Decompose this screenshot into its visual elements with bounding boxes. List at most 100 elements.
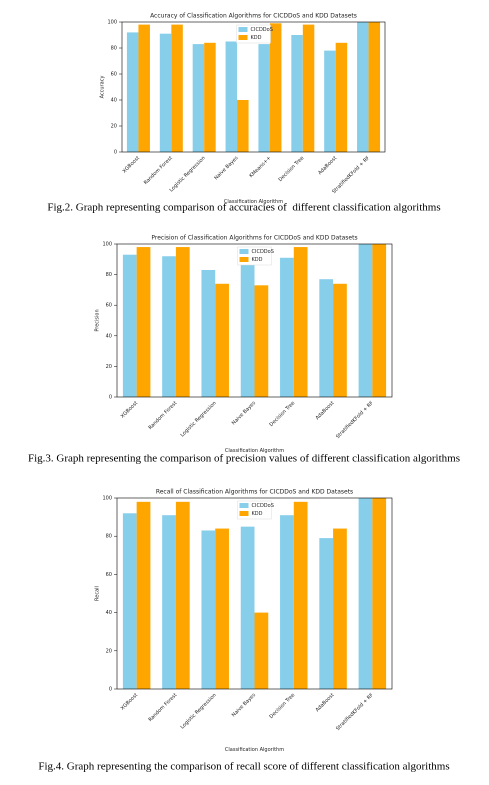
legend-swatch bbox=[238, 27, 248, 32]
bar bbox=[122, 254, 137, 397]
x-tick-label: Random Forest bbox=[143, 155, 174, 186]
x-tick-label: XGBoost bbox=[120, 692, 139, 711]
x-tick-label: Logistic Regression bbox=[180, 692, 218, 730]
y-tick-label: 0 bbox=[109, 687, 112, 693]
bar bbox=[240, 263, 255, 397]
bar bbox=[254, 612, 269, 689]
y-tick-label: 80 bbox=[111, 46, 117, 52]
x-tick-label: StratifiedKFold + RF bbox=[335, 692, 375, 732]
y-tick-label: 60 bbox=[106, 572, 112, 578]
bar bbox=[159, 33, 172, 153]
x-tick-label: Naive Bayes bbox=[213, 155, 239, 181]
bar bbox=[171, 24, 183, 153]
legend-label: KDD bbox=[252, 257, 263, 263]
bar bbox=[201, 530, 216, 689]
bar bbox=[162, 256, 176, 397]
bar bbox=[136, 501, 151, 689]
bar bbox=[269, 23, 282, 152]
y-tick-label: 60 bbox=[111, 72, 117, 78]
y-tick-label: 40 bbox=[111, 98, 117, 104]
y-tick-label: 0 bbox=[109, 395, 112, 401]
y-axis-label: Recall bbox=[95, 586, 101, 601]
bar bbox=[215, 283, 229, 397]
bar bbox=[302, 24, 315, 153]
x-tick-label: Decision Tree bbox=[268, 400, 296, 428]
bar bbox=[136, 247, 151, 397]
legend-swatch bbox=[239, 503, 249, 508]
bar bbox=[291, 35, 303, 152]
bar bbox=[122, 513, 137, 689]
x-axis-label: Classification Algorithm bbox=[225, 747, 284, 753]
y-tick-label: 20 bbox=[111, 124, 117, 130]
bar bbox=[192, 44, 205, 152]
bar bbox=[333, 283, 347, 397]
plot-frame bbox=[116, 243, 393, 398]
bar bbox=[293, 247, 308, 397]
bar bbox=[324, 50, 336, 152]
x-tick-label: StratifiedKFold + RF bbox=[331, 155, 371, 195]
caption: Fig.3. Graph representing the comparison… bbox=[28, 453, 460, 465]
chart-title: Accuracy of Classification Algorithms fo… bbox=[150, 13, 357, 20]
bar bbox=[372, 244, 387, 397]
plot-frame bbox=[121, 21, 386, 153]
x-tick-label: Naive Bayes bbox=[231, 692, 257, 718]
bar bbox=[293, 501, 308, 689]
caption: Fig.2. Graph representing comparison of … bbox=[47, 202, 440, 214]
x-tick-label: Random Forest bbox=[148, 692, 179, 723]
y-axis-label: Accuracy bbox=[100, 76, 106, 99]
legend-swatch bbox=[239, 249, 249, 254]
y-tick-label: 20 bbox=[106, 648, 112, 654]
x-tick-label: AdaBoost bbox=[315, 692, 336, 713]
x-tick-label: Logistic Regression bbox=[169, 155, 207, 193]
plot-frame bbox=[116, 497, 393, 690]
chart-title: Recall of Classification Algorithms for … bbox=[156, 489, 353, 496]
y-axis-label: Precision bbox=[95, 309, 101, 331]
x-axis-label: Classification Algorithm bbox=[225, 448, 284, 454]
bar bbox=[175, 247, 190, 397]
bar bbox=[225, 41, 238, 152]
y-tick-label: 80 bbox=[106, 272, 112, 278]
chart-title: Precision of Classification Algorithms f… bbox=[151, 235, 357, 242]
bar bbox=[280, 515, 294, 689]
y-tick-label: 100 bbox=[107, 20, 117, 26]
bar bbox=[319, 538, 334, 689]
bar bbox=[333, 528, 347, 689]
bar bbox=[215, 528, 229, 689]
x-tick-label: Logistic Regression bbox=[180, 400, 218, 438]
bar bbox=[126, 32, 139, 152]
y-tick-label: 80 bbox=[106, 534, 112, 540]
legend-swatch bbox=[239, 511, 249, 516]
y-tick-label: 60 bbox=[106, 303, 112, 309]
y-tick-label: 40 bbox=[106, 333, 112, 339]
bar bbox=[237, 100, 249, 152]
legend-label: KDD bbox=[252, 511, 263, 517]
bar bbox=[280, 257, 294, 397]
x-tick-label: AdaBoost bbox=[315, 400, 336, 421]
y-tick-label: 0 bbox=[114, 150, 117, 156]
caption: Fig.4. Graph representing the comparison… bbox=[38, 761, 449, 773]
bar bbox=[358, 244, 373, 397]
bar bbox=[162, 515, 176, 689]
x-tick-label: Decision Tree bbox=[278, 155, 306, 183]
legend-label: KDD bbox=[251, 35, 262, 41]
bar bbox=[254, 285, 269, 397]
bar bbox=[368, 22, 381, 152]
legend-label: CICDDoS bbox=[252, 503, 274, 509]
legend-swatch bbox=[238, 35, 248, 40]
bar bbox=[175, 501, 190, 689]
x-tick-label: KMeans++ bbox=[248, 155, 272, 179]
bar bbox=[372, 498, 387, 689]
legend-swatch bbox=[239, 257, 249, 262]
bar bbox=[358, 498, 373, 689]
bar bbox=[319, 279, 334, 397]
x-tick-label: Random Forest bbox=[148, 400, 179, 431]
bar bbox=[201, 270, 216, 397]
y-tick-label: 100 bbox=[102, 242, 112, 248]
bar bbox=[357, 22, 369, 152]
x-tick-label: Decision Tree bbox=[268, 692, 296, 720]
bar bbox=[335, 42, 348, 152]
x-tick-label: StratifiedKFold + RF bbox=[335, 400, 375, 440]
bar bbox=[258, 44, 270, 152]
y-tick-label: 100 bbox=[102, 496, 112, 502]
